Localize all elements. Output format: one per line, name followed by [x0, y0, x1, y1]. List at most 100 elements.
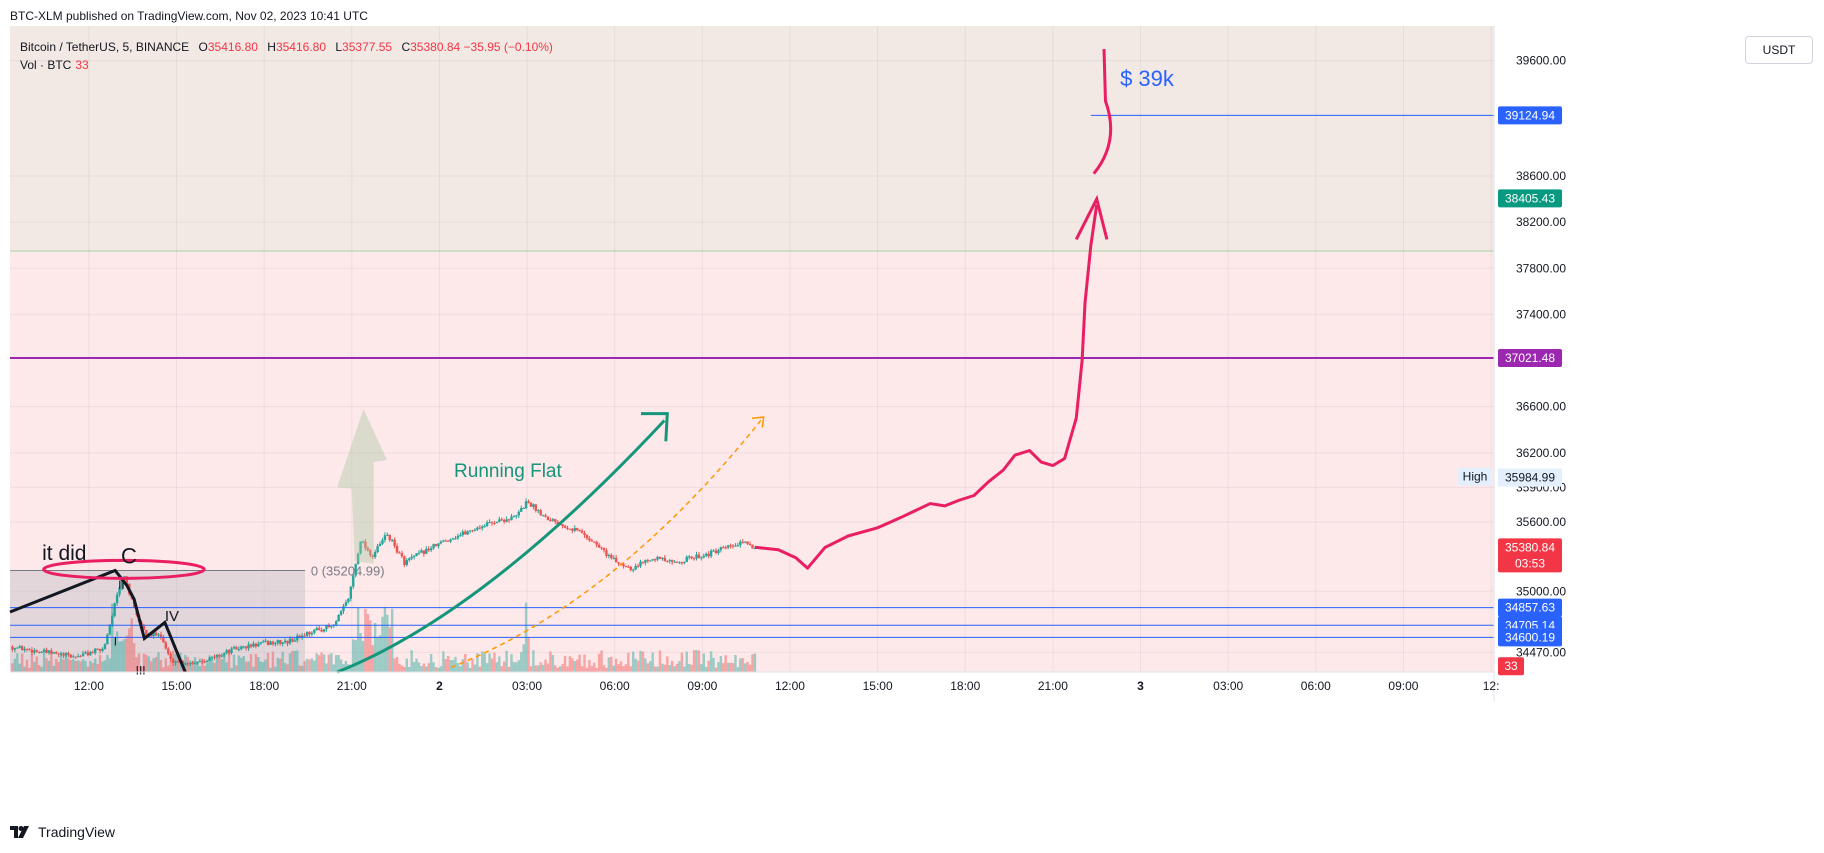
candle-body — [695, 554, 698, 559]
price-tag-0[interactable]: 39124.94 — [1498, 106, 1562, 125]
volume-bar — [38, 665, 41, 672]
volume-bar — [731, 663, 735, 672]
volume-bar — [322, 654, 326, 672]
candle-body — [55, 652, 58, 654]
running-flat-arrow[interactable] — [336, 419, 666, 674]
volume-bar — [434, 667, 438, 672]
annotation-4[interactable]: IV — [165, 608, 179, 625]
high-label: H — [267, 40, 276, 54]
volume-bar — [468, 667, 472, 672]
axis-tag-1[interactable]: 35380.84 03:53 — [1498, 538, 1562, 573]
annotation-3[interactable]: C — [121, 544, 137, 569]
candle-body — [532, 504, 535, 507]
candle-body — [707, 553, 710, 557]
candle-body — [81, 653, 85, 657]
volume-bar — [512, 661, 516, 672]
candle-body — [57, 653, 60, 655]
candle-body — [259, 642, 262, 644]
candle-body — [410, 556, 413, 559]
annotation-1[interactable]: Running Flat — [454, 461, 562, 482]
candle-body — [466, 531, 469, 535]
annotation-2[interactable]: it did — [42, 542, 86, 565]
annotation-6[interactable]: I — [114, 634, 117, 648]
volume-bar — [196, 661, 199, 672]
annotation-0[interactable]: $ 39k — [1120, 66, 1175, 91]
candle-body — [169, 653, 172, 660]
y-tick-label-9: 35000.00 — [1516, 584, 1566, 598]
volume-bar — [91, 662, 94, 672]
volume-bar — [656, 666, 659, 672]
symbol-label[interactable]: Bitcoin / TetherUS, 5, BINANCE — [20, 40, 190, 54]
faded-up-arrow[interactable] — [337, 408, 387, 564]
volume-bar — [103, 660, 107, 672]
price-tag-1[interactable]: 37021.48 — [1498, 349, 1562, 368]
candle-body — [546, 516, 550, 521]
axis-tag-2-text: 33 — [1504, 659, 1518, 673]
volume-bar — [152, 658, 155, 672]
volume-bar — [590, 665, 594, 672]
volume-bar — [532, 650, 535, 672]
price-tag-4[interactable]: 34600.19 — [1498, 628, 1562, 647]
candle-body — [675, 561, 679, 563]
candle-body — [35, 650, 38, 652]
volume-bar — [454, 656, 457, 672]
dashed-projection[interactable] — [450, 420, 762, 669]
volume-bar — [142, 653, 146, 672]
x-tick-label-16: 12: — [1483, 679, 1500, 693]
candle-body — [106, 634, 109, 645]
projection-path[interactable] — [754, 204, 1099, 570]
candle-body — [52, 652, 56, 654]
candle-body — [108, 624, 112, 635]
volume-bar — [169, 660, 172, 672]
volume-bar — [120, 641, 124, 672]
volume-bar — [279, 658, 282, 672]
c-ellipse[interactable] — [42, 558, 206, 580]
axis-tag-2[interactable]: 33 — [1498, 657, 1524, 676]
candle-body — [500, 519, 503, 521]
volume-bar — [488, 653, 491, 672]
volume-label[interactable]: Vol · BTC — [20, 58, 72, 72]
volume-bar — [736, 667, 740, 672]
candle-body — [335, 621, 338, 625]
price-tag-4-bg — [1498, 628, 1562, 647]
volume-bar — [72, 659, 75, 672]
candle-body — [322, 629, 326, 632]
candle-body — [261, 641, 265, 643]
volume-bar — [607, 657, 611, 672]
candle-body — [726, 545, 730, 548]
candle-body — [539, 510, 542, 516]
candle-body — [527, 501, 530, 503]
volume-bar — [658, 650, 662, 672]
candle-body — [451, 538, 455, 540]
volume-bar — [702, 653, 705, 672]
candle-body — [247, 644, 250, 649]
tradingview-brand[interactable]: TradingView — [10, 824, 115, 840]
volume-bar — [81, 659, 85, 672]
volume-bar — [498, 656, 501, 672]
volume-bar — [33, 661, 36, 672]
candle-body — [743, 541, 747, 543]
volume-bar — [193, 657, 197, 672]
volume-bar — [201, 658, 204, 672]
volume-bar — [617, 664, 620, 672]
wave-count-line[interactable] — [9, 568, 187, 673]
price-tag-2[interactable]: 34857.63 — [1498, 598, 1562, 617]
x-tick-label-8: 12:00 — [775, 679, 805, 693]
currency-button[interactable]: USDT — [1745, 36, 1813, 64]
candle-body — [276, 640, 279, 644]
candle-body — [388, 534, 391, 541]
annotation-7[interactable]: III — [136, 663, 146, 677]
axis-tag-1-sub: 03:53 — [1515, 556, 1545, 570]
candle-body — [393, 539, 396, 547]
volume-bar — [393, 658, 396, 672]
candle-body — [64, 653, 68, 656]
candle-body — [283, 640, 287, 643]
axis-tag-0[interactable]: 38405.43 — [1498, 189, 1562, 208]
candle-body — [741, 541, 744, 543]
candle-body — [412, 555, 416, 557]
candle-body — [320, 629, 323, 632]
candle-body — [607, 554, 611, 556]
candle-body — [225, 650, 228, 654]
annotation-5[interactable]: II — [118, 578, 125, 592]
